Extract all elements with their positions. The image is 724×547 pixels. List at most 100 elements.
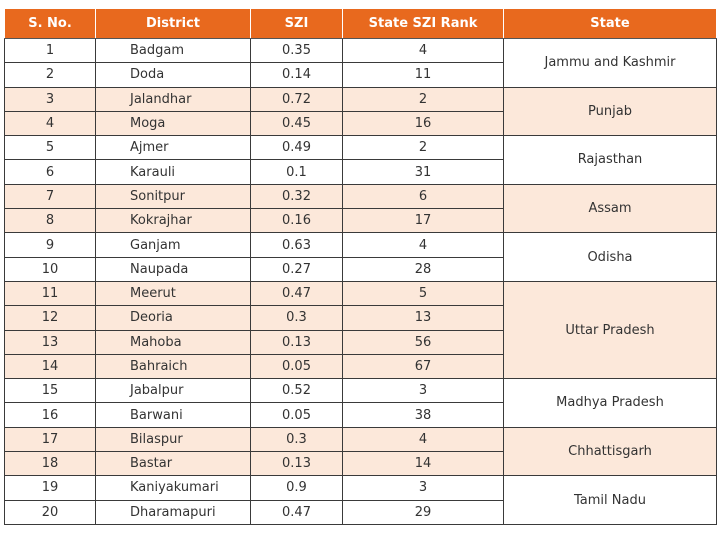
state-cell: Odisha (503, 232, 717, 282)
szi-cell: 0.47 (250, 280, 343, 307)
table-row: 5 Ajmer 0.49 2 Rajasthan (4, 135, 717, 185)
district-cell: Naupada (95, 256, 251, 282)
sno-cell: 4 (4, 110, 96, 137)
sno-cell: 7 (4, 183, 96, 210)
rank-cell: 2 (342, 135, 504, 161)
szi-cell: 0.45 (250, 110, 343, 137)
district-cell: Dharamapuri (95, 499, 251, 525)
sno-cell: 14 (4, 353, 96, 380)
sno-cell: 17 (4, 426, 96, 453)
sno-cell: 18 (4, 451, 96, 477)
sno-cell: 20 (4, 499, 96, 525)
szi-cell: 0.52 (250, 378, 343, 404)
table-row: 12 Deoria 0.3 13 (4, 305, 717, 331)
district-cell: Deoria (95, 305, 251, 331)
district-cell: Kokrajhar (95, 208, 251, 234)
district-cell: Barwani (95, 402, 251, 428)
sno-cell: 15 (4, 378, 96, 404)
table-row: 6 Karauli 0.1 31 (4, 159, 717, 185)
rank-cell: 6 (342, 183, 504, 210)
table-body: 1 Badgam 0.35 4 Jammu and Kashmir 2 Doda 0.14 11… (4, 37, 717, 525)
sno-cell: 1 (4, 37, 96, 64)
sno-cell: 3 (4, 86, 96, 112)
state-cell: Punjab (503, 86, 717, 137)
table-row: 4 Moga 0.45 16 (4, 110, 717, 137)
table-row: 9 Ganjam 0.63 4 Odisha (4, 232, 717, 282)
table-row: 13 Mahoba 0.13 56 (4, 329, 717, 355)
rank-cell: 31 (342, 159, 504, 185)
state-cell: Assam (503, 183, 717, 234)
header-sno: S. No. (4, 8, 96, 39)
district-cell: Karauli (95, 159, 251, 185)
rank-cell: 4 (342, 37, 504, 64)
table-row: 14 Bahraich 0.05 67 (4, 353, 717, 380)
szi-cell: 0.16 (250, 208, 343, 234)
rank-cell: 5 (342, 280, 504, 307)
table-row: 15 Jabalpur 0.52 3 Madhya Pradesh (4, 378, 717, 428)
szi-cell: 0.35 (250, 37, 343, 64)
rank-cell: 13 (342, 305, 504, 331)
sno-cell: 2 (4, 62, 96, 88)
header-state: State (503, 8, 717, 39)
table-header: S. No. District SZI State SZI Rank State (4, 8, 717, 39)
table-row: 1 Badgam 0.35 4 Jammu and Kashmir (4, 37, 717, 88)
szi-cell: 0.47 (250, 499, 343, 525)
szi-cell: 0.1 (250, 159, 343, 185)
szi-cell: 0.49 (250, 135, 343, 161)
header-szi: SZI (250, 8, 343, 39)
sno-cell: 6 (4, 159, 96, 185)
district-cell: Meerut (95, 280, 251, 307)
district-cell: Kaniyakumari (95, 475, 251, 501)
district-cell: Jabalpur (95, 378, 251, 404)
table-row: 20 Dharamapuri 0.47 29 (4, 499, 717, 525)
sno-cell: 10 (4, 256, 96, 282)
table-row: 7 Sonitpur 0.32 6 Assam (4, 183, 717, 234)
table-row: 3 Jalandhar 0.72 2 Punjab (4, 86, 717, 137)
rank-cell: 67 (342, 353, 504, 380)
sno-cell: 9 (4, 232, 96, 258)
szi-cell: 0.3 (250, 426, 343, 453)
szi-cell: 0.9 (250, 475, 343, 501)
table-row: 10 Naupada 0.27 28 (4, 256, 717, 282)
szi-cell: 0.63 (250, 232, 343, 258)
rank-cell: 29 (342, 499, 504, 525)
rank-cell: 3 (342, 378, 504, 404)
rank-cell: 38 (342, 402, 504, 428)
sno-cell: 12 (4, 305, 96, 331)
table-row: 19 Kaniyakumari 0.9 3 Tamil Nadu (4, 475, 717, 525)
rank-cell: 56 (342, 329, 504, 355)
district-cell: Badgam (95, 37, 251, 64)
rank-cell: 14 (342, 451, 504, 477)
szi-cell: 0.14 (250, 62, 343, 88)
state-cell: Chhattisgarh (503, 426, 717, 477)
district-cell: Ajmer (95, 135, 251, 161)
district-cell: Doda (95, 62, 251, 88)
szi-cell: 0.13 (250, 329, 343, 355)
table-row: 16 Barwani 0.05 38 (4, 402, 717, 428)
sno-cell: 8 (4, 208, 96, 234)
district-cell: Ganjam (95, 232, 251, 258)
state-cell: Uttar Pradesh (503, 280, 717, 380)
szi-cell: 0.3 (250, 305, 343, 331)
rank-cell: 16 (342, 110, 504, 137)
district-cell: Bahraich (95, 353, 251, 380)
szi-cell: 0.13 (250, 451, 343, 477)
szi-cell: 0.27 (250, 256, 343, 282)
szi-cell: 0.32 (250, 183, 343, 210)
district-cell: Bastar (95, 451, 251, 477)
rank-cell: 4 (342, 232, 504, 258)
district-cell: Sonitpur (95, 183, 251, 210)
rank-cell: 28 (342, 256, 504, 282)
rank-cell: 11 (342, 62, 504, 88)
sno-cell: 5 (4, 135, 96, 161)
rank-cell: 4 (342, 426, 504, 453)
state-cell: Rajasthan (503, 135, 717, 185)
table-row: 8 Kokrajhar 0.16 17 (4, 208, 717, 234)
table-row: 11 Meerut 0.47 5 Uttar Pradesh (4, 280, 717, 380)
rank-cell: 2 (342, 86, 504, 112)
district-cell: Jalandhar (95, 86, 251, 112)
state-cell: Jammu and Kashmir (503, 38, 717, 88)
header-state-szi-rank: State SZI Rank (342, 8, 504, 39)
state-cell: Tamil Nadu (503, 475, 717, 525)
sno-cell: 16 (4, 402, 96, 428)
